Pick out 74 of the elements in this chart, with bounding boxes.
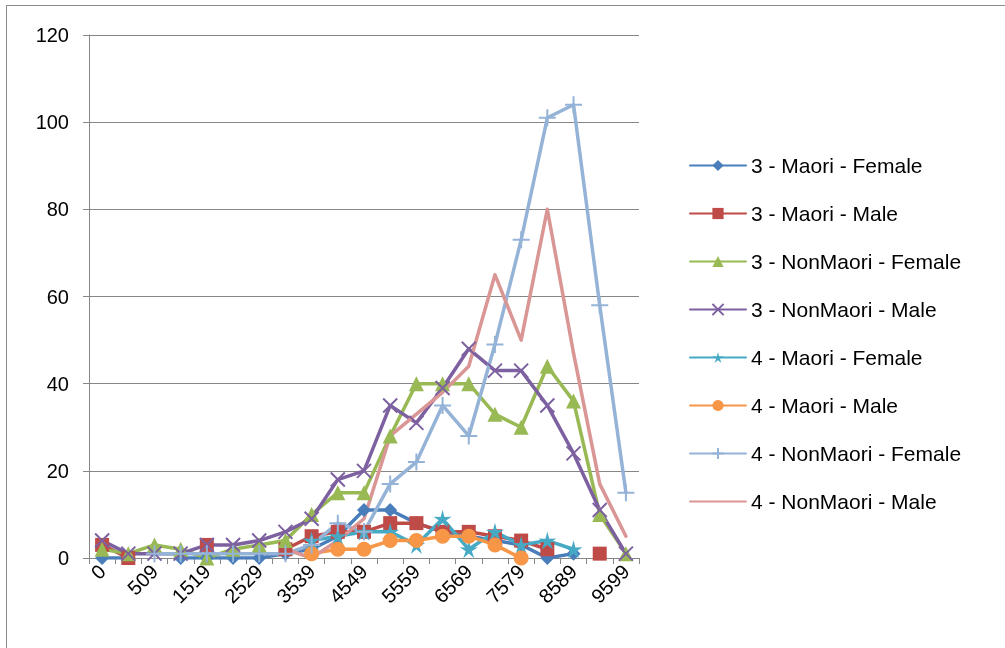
- point: [566, 393, 582, 409]
- point: [538, 531, 557, 550]
- point: [382, 397, 399, 414]
- y-tick-label: 20: [46, 459, 69, 482]
- point: [94, 541, 110, 557]
- point: [277, 523, 294, 540]
- point: [383, 503, 398, 518]
- point: [223, 544, 243, 564]
- point: [357, 503, 371, 518]
- point: [487, 406, 503, 422]
- point: [486, 362, 503, 379]
- point: [328, 513, 348, 533]
- point: [537, 108, 557, 128]
- legend-label: 3 - NonMaori - Male: [751, 298, 937, 321]
- point: [539, 358, 555, 374]
- legend-label: 4 - Maori - Female: [751, 346, 923, 369]
- point: [406, 452, 426, 472]
- point: [485, 334, 505, 354]
- point: [380, 474, 400, 494]
- y-tick-label: 100: [35, 111, 69, 134]
- point: [251, 532, 268, 549]
- point: [539, 397, 556, 414]
- x-tick-label: 0: [86, 560, 110, 584]
- point: [329, 471, 346, 488]
- point: [461, 376, 477, 392]
- point: [487, 537, 503, 553]
- point: [434, 380, 451, 397]
- y-tick-label: 60: [46, 285, 69, 308]
- point: [225, 536, 242, 553]
- point: [616, 483, 636, 503]
- point: [356, 485, 372, 501]
- point: [564, 540, 583, 559]
- legend-label: 4 - NonMaori - Male: [751, 490, 937, 513]
- point: [408, 376, 424, 392]
- point: [408, 414, 425, 431]
- point: [513, 362, 530, 379]
- point: [383, 516, 398, 531]
- point: [382, 533, 398, 549]
- point: [592, 546, 607, 561]
- point: [197, 544, 217, 564]
- point: [590, 295, 610, 315]
- point: [382, 428, 398, 444]
- y-tick-label: 40: [46, 372, 69, 395]
- point: [303, 510, 320, 527]
- point: [433, 395, 453, 415]
- point: [356, 462, 372, 479]
- point: [433, 509, 452, 528]
- point: [459, 426, 479, 446]
- point: [302, 535, 322, 555]
- y-tick-label: 80: [46, 198, 69, 221]
- point: [277, 533, 293, 549]
- point: [564, 95, 584, 115]
- point: [513, 550, 529, 566]
- point: [485, 522, 504, 541]
- point: [249, 544, 269, 564]
- legend-label: 3 - Maori - Female: [751, 154, 923, 177]
- legend-label: 3 - NonMaori - Female: [751, 250, 962, 273]
- point: [408, 533, 424, 549]
- point: [565, 445, 582, 462]
- point: [356, 541, 372, 557]
- legend-label: 3 - Maori - Male: [751, 202, 899, 225]
- x-tick-label: 509: [123, 560, 163, 600]
- point: [511, 230, 531, 250]
- point: [330, 485, 346, 501]
- point: [304, 546, 320, 562]
- point: [513, 419, 529, 435]
- point: [94, 532, 111, 549]
- point: [330, 541, 346, 557]
- point: [460, 340, 477, 357]
- point: [435, 528, 451, 544]
- legend-label: 4 - NonMaori - Female: [751, 442, 962, 465]
- legend-label: 4 - Maori - Male: [751, 394, 899, 417]
- point: [591, 502, 608, 519]
- y-tick-label: 120: [35, 24, 69, 46]
